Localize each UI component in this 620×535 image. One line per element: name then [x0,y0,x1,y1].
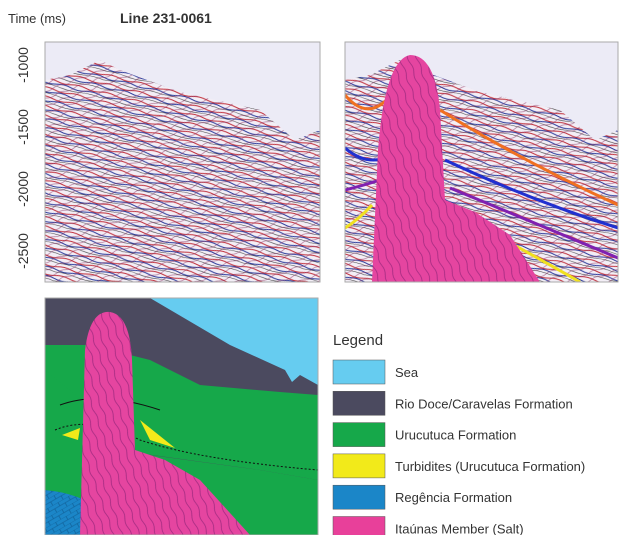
legend-title: Legend [333,332,383,349]
legend-swatch [332,453,386,479]
panel-border [344,41,619,283]
legend-swatch [332,516,386,535]
tick-label: -1500 [15,109,31,145]
panel-border [44,297,319,535]
legend-swatch [332,359,386,385]
tick-label: -2000 [15,171,31,207]
tick-label: -2500 [15,233,31,269]
tick-label: -1000 [15,47,31,83]
legend-label: Rio Doce/Caravelas Formation [395,396,573,411]
schematic-panel [45,298,318,535]
legend-swatch [332,422,386,447]
panel-border [44,41,321,283]
legend-label: Sea [395,365,419,380]
legend-label: Regência Formation [395,490,512,505]
legend-label: Urucutuca Formation [395,428,516,443]
axis-label: Time (ms) [8,11,66,26]
legend-swatch [332,391,386,416]
title: Line 231-0061 [120,10,212,26]
legend-label: Itaúnas Member (Salt) [395,522,524,535]
legend-swatch [332,484,386,510]
seismic-interpreted-panel [345,42,618,282]
legend-label: Turbidites (Urucutuca Formation) [395,459,585,474]
seismic-panel [45,42,320,282]
